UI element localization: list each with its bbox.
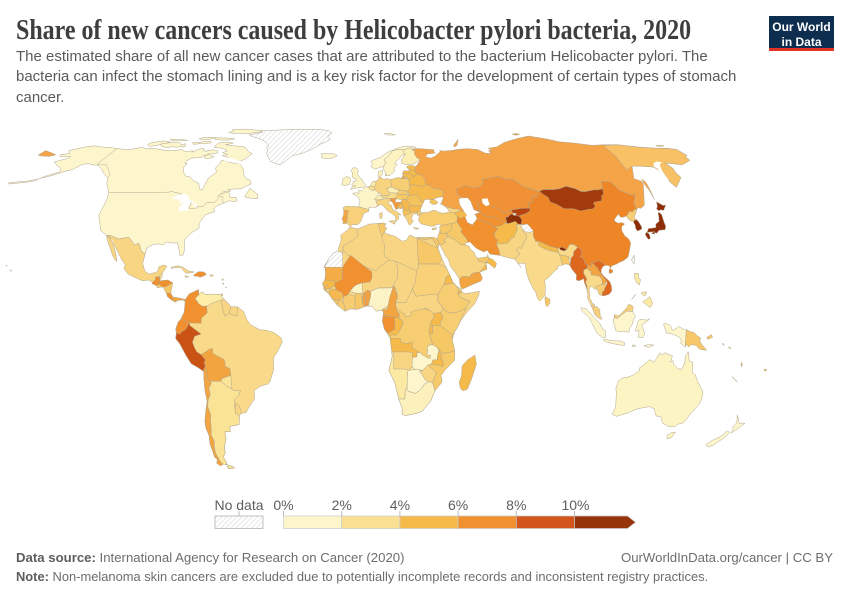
svg-text:No data: No data: [214, 497, 263, 513]
svg-text:2%: 2%: [332, 497, 352, 513]
svg-text:8%: 8%: [506, 497, 526, 513]
svg-text:0%: 0%: [273, 497, 293, 513]
svg-text:10%: 10%: [561, 497, 589, 513]
svg-text:4%: 4%: [390, 497, 410, 513]
svg-text:6%: 6%: [448, 497, 468, 513]
